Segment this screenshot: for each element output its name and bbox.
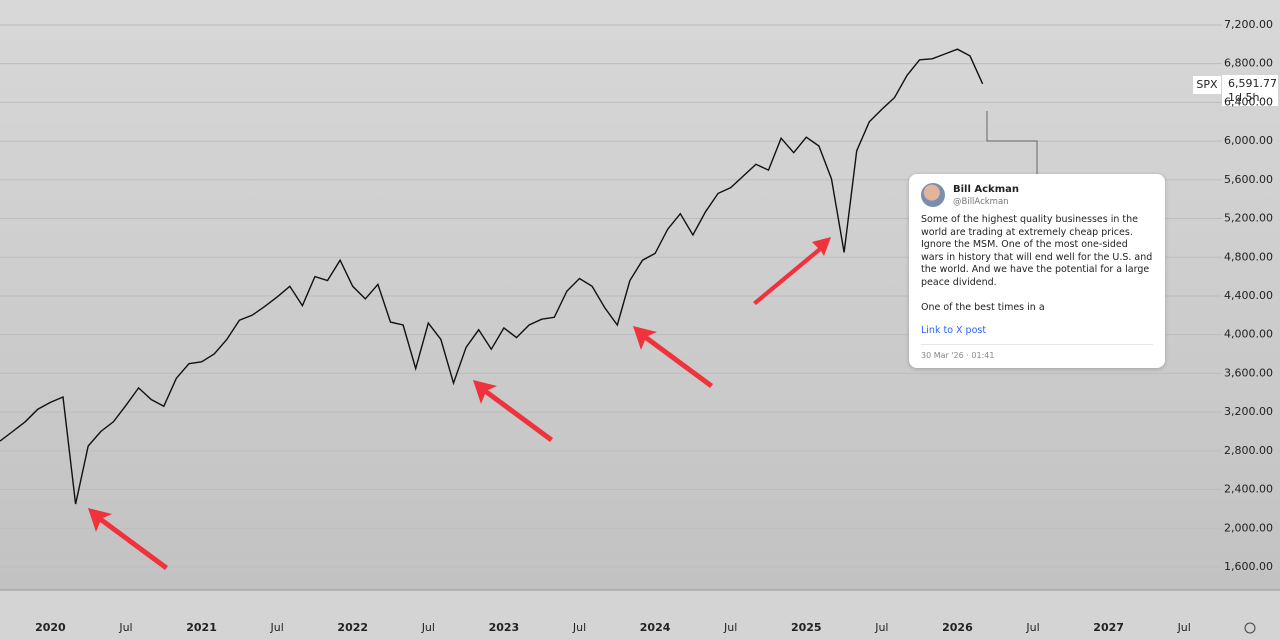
y-tick-label: 1,600.00: [1224, 560, 1273, 573]
post-link[interactable]: Link to X post: [921, 325, 987, 336]
arrow: [88, 508, 168, 570]
arrows: [88, 237, 831, 570]
connector-line: [986, 111, 1038, 174]
post-text: One of the best times in a: [921, 302, 1045, 313]
x-tick-label: 2026: [942, 621, 973, 634]
x-tick-label: 2024: [640, 621, 671, 634]
x-tick-label: Jul: [270, 621, 284, 634]
y-tick-label: 7,200.00: [1224, 18, 1273, 31]
x-tick-label: Jul: [421, 621, 435, 634]
avatar: [921, 183, 945, 207]
y-tick-label: 3,600.00: [1224, 366, 1273, 379]
x-tick-label: 2020: [35, 621, 66, 634]
x-tick-label: 2021: [186, 621, 217, 634]
post-text: Some of the highest quality businesses i…: [921, 214, 1153, 288]
price-box: [1222, 75, 1278, 106]
x-tick-label: Jul: [118, 621, 132, 634]
post-time: 30 Mar '26 · 01:41: [921, 344, 1153, 360]
x-tick-label: Jul: [874, 621, 888, 634]
x-tick-label: Jul: [1177, 621, 1191, 634]
symbol-label: SPX: [1196, 78, 1218, 91]
y-tick-label: 2,000.00: [1224, 521, 1273, 534]
x-tick-label: Jul: [1025, 621, 1039, 634]
post-handle: @BillAckman: [953, 197, 1009, 207]
y-tick-label: 4,800.00: [1224, 250, 1273, 263]
symbol-box: [1193, 76, 1221, 94]
x-tick-label: Jul: [723, 621, 737, 634]
time-axis-bar: [0, 590, 1280, 640]
y-tick-label: 5,600.00: [1224, 173, 1273, 186]
x-tick-label: 2027: [1093, 621, 1124, 634]
countdown-label: 1d 5h: [1228, 91, 1259, 104]
x-tick-label: Jul: [572, 621, 586, 634]
arrow: [633, 326, 713, 388]
price-label: 6,591.77: [1228, 77, 1277, 90]
y-tick-label: 4,000.00: [1224, 328, 1273, 341]
y-tick-label: 6,800.00: [1224, 57, 1273, 70]
y-tick-label: 4,400.00: [1224, 289, 1273, 302]
x-tick-label: 2023: [489, 621, 520, 634]
y-tick-label: 6,400.00: [1224, 95, 1273, 108]
arrow: [753, 237, 831, 305]
y-tick-label: 3,200.00: [1224, 405, 1273, 418]
y-tick-label: 6,000.00: [1224, 134, 1273, 147]
post-author: Bill Ackman: [953, 184, 1019, 195]
post-card: Bill Ackman @BillAckman Some of the high…: [909, 174, 1165, 368]
y-tick-label: 5,200.00: [1224, 212, 1273, 225]
x-tick-label: 2025: [791, 621, 822, 634]
settings-icon[interactable]: [1244, 622, 1256, 634]
arrow: [473, 380, 553, 442]
x-tick-label: 2022: [337, 621, 368, 634]
y-tick-label: 2,800.00: [1224, 444, 1273, 457]
price-line: [0, 48, 984, 505]
y-tick-label: 2,400.00: [1224, 483, 1273, 496]
